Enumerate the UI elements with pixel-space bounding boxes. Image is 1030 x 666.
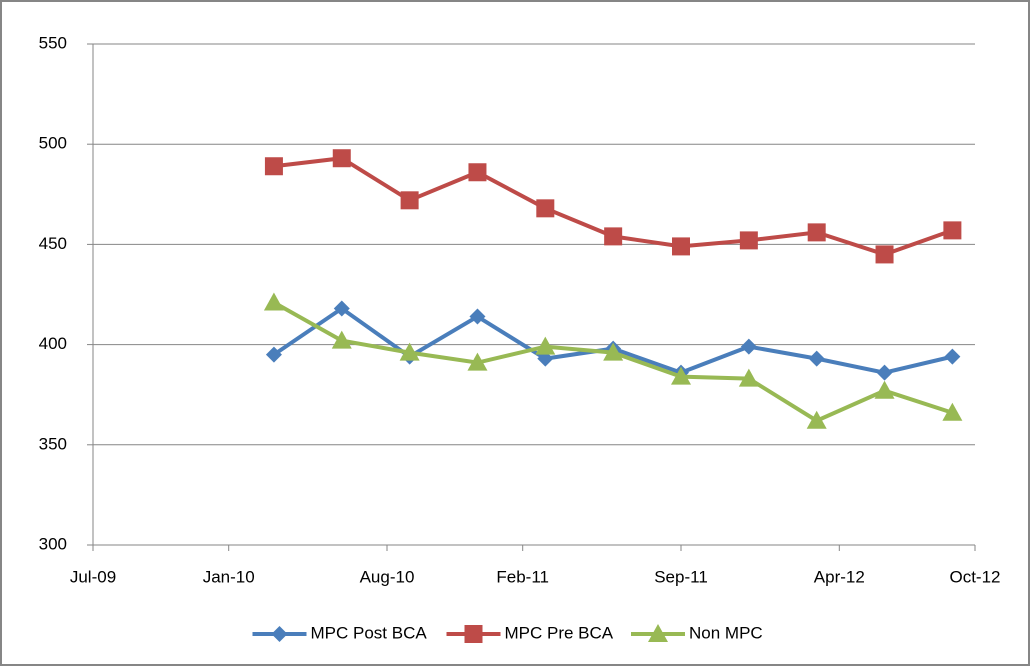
- marker: [468, 163, 487, 182]
- marker: [672, 237, 690, 256]
- marker: [875, 245, 894, 264]
- marker: [399, 342, 420, 361]
- legend-label: MPC Pre BCA: [505, 623, 614, 642]
- marker: [648, 624, 668, 642]
- marker: [264, 157, 283, 176]
- y-tick-label: 300: [39, 534, 67, 553]
- marker: [271, 626, 288, 642]
- marker: [603, 342, 624, 361]
- marker: [604, 227, 623, 246]
- marker: [467, 352, 488, 371]
- x-tick-label: Jan-10: [203, 567, 255, 586]
- y-tick-label: 550: [39, 33, 67, 52]
- marker: [807, 223, 826, 242]
- marker: [942, 402, 963, 421]
- marker: [740, 338, 757, 355]
- legend-label: MPC Post BCA: [311, 623, 428, 642]
- marker: [944, 348, 961, 365]
- marker: [671, 366, 691, 385]
- marker: [265, 346, 282, 363]
- marker: [808, 350, 825, 367]
- marker: [537, 350, 554, 367]
- x-tick-label: Aug-10: [360, 567, 415, 586]
- marker: [464, 625, 483, 643]
- x-tick-label: Sep-11: [654, 567, 708, 586]
- x-tick-label: Jul-09: [70, 567, 116, 586]
- marker: [400, 191, 419, 210]
- marker: [332, 149, 351, 168]
- x-tick-label: Feb-11: [496, 567, 549, 586]
- y-tick-label: 400: [39, 334, 67, 353]
- marker: [806, 410, 827, 429]
- marker: [331, 330, 352, 349]
- marker: [469, 308, 486, 325]
- y-tick-label: 450: [39, 234, 67, 253]
- x-tick-label: Oct-12: [949, 567, 1000, 586]
- marker: [535, 336, 556, 355]
- marker: [739, 231, 758, 250]
- marker: [874, 380, 895, 399]
- marker: [333, 300, 350, 317]
- marker: [536, 199, 555, 218]
- marker: [738, 368, 759, 387]
- y-tick-label: 350: [39, 434, 67, 453]
- y-tick-label: 500: [39, 134, 67, 153]
- x-tick-label: Apr-12: [814, 567, 865, 586]
- legend-label: Non MPC: [689, 623, 763, 642]
- marker: [943, 221, 962, 240]
- marker: [876, 364, 893, 381]
- marker: [263, 292, 284, 311]
